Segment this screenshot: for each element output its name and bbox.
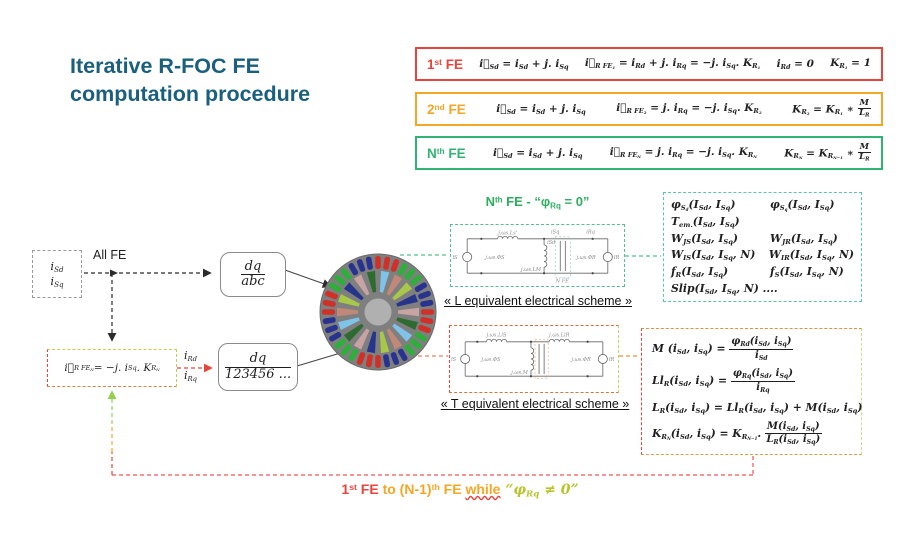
tscheme-caption: « T equivalent electrical scheme » (440, 397, 630, 411)
parameter-identification-box: M (iSd, iSq) = φRd(iSd, iSq) iSd LlR(iSd,… (641, 328, 862, 455)
title-line-1: Iterative R-FOC FE (70, 54, 260, 78)
output-wjr: WJR(ISd, ISq) (770, 231, 838, 246)
fe1-eq-kr: KR1 = 1 (830, 57, 871, 71)
fe2-label: 2nd FE (427, 101, 466, 117)
lscheme-right-source (602, 252, 613, 262)
fe3-label: Nth FE (427, 145, 466, 161)
tscheme-flux-left-label: j.ωs.ΦS (480, 357, 501, 363)
lscheme-magnetizing-inductor (543, 244, 548, 268)
fe1-eq-ird: iRd = 0 (776, 57, 814, 71)
tscheme-coil-left-label: j.ωs.LlS (486, 333, 507, 339)
output-slip: Slip(ISd, ISq, N) .... (671, 281, 778, 296)
fe3-eq-rotor: i⃗R FEN = j. iRq = −j. iSq. KRN (609, 146, 757, 160)
tscheme-transformer (538, 343, 545, 375)
tscheme-right-source (597, 354, 608, 364)
all-fe-label: All FE (93, 248, 127, 262)
motor-svg (319, 253, 437, 371)
output-fr: fR(ISd, ISq) (671, 265, 729, 280)
fe-outputs-box: φSd(ISd, ISq) φSq(ISd, ISq) Tem.(ISd, ISq… (663, 192, 862, 302)
page-title: Iterative R-FOC FE computation procedure (70, 53, 400, 108)
tscheme-coil-right-label: j.ωs.LlR (548, 333, 569, 339)
ident-eq-lr: LR(iSd, iSq) = LlR(iSd, iSq) + M(iSd, iS… (652, 400, 863, 415)
output-wis: WIS(ISd, ISq, N) (671, 248, 756, 263)
lscheme-irq-label: iRq (586, 230, 595, 236)
iteration-loop-label: 1st FE to (N-1)th FE while “φRq ≠ 0” (280, 481, 640, 500)
dq-abc-transform-block: dq abc (220, 252, 286, 297)
output-phi-sq: φSq(ISd, ISq) (770, 198, 835, 213)
lscheme-box: īS j.ωs.Ls' j.ωs.ΦS iSd iSq iRq j.ωs.LM … (450, 224, 625, 287)
lscheme-coil-top-label: j.ωs.Ls' (497, 231, 517, 237)
loop-label-first-fe: 1st FE (341, 481, 383, 497)
ident-eq-krn: KRN(iSd, iSq) = KRN−1. M(iSd, iSq) LR(iSd… (652, 420, 822, 447)
lscheme-coil-mid-label: j.ωs.LM (520, 267, 542, 273)
lscheme-flux-right-label: j.ωs.ΦR (575, 255, 596, 261)
outputs-row: WJS(ISd, ISq) WJR(ISd, ISq) (671, 232, 854, 246)
loop-label-while: while (465, 481, 501, 497)
tscheme-coil-mid-label: j.ωs.M (510, 370, 528, 376)
stator-current-input-box: iSd iSq (32, 250, 82, 298)
ird-label: iRd (184, 349, 198, 364)
tscheme-magnetizing-inductor (530, 347, 535, 371)
outputs-row: WIS(ISd, ISq, N) WIR(ISd, ISq, N) (671, 248, 854, 262)
isq-label: iSq (50, 274, 64, 290)
ident-eq-llr: LlR(iSd, iSq) = φRq(iSd, iSq) iRq (652, 368, 795, 394)
lscheme-isq-label: iSq (551, 230, 559, 236)
fe1-eq-stator: i⃗Sd = iSd + j. iSq (479, 57, 569, 71)
lscheme-left-source (462, 252, 473, 262)
lscheme-caption: « L equivalent electrical scheme » (444, 294, 632, 308)
fe2-equation-box: 2nd FE i⃗Sd = iSd + j. iSq i⃗R FE2 = j. … (415, 92, 883, 126)
lscheme-title: Nth FE - “φRq = 0” (485, 194, 590, 211)
output-phi-sd: φSd(ISd, ISq) (671, 198, 736, 213)
outputs-row: Tem.(ISd, ISq) (671, 215, 854, 229)
outputs-row: φSd(ISd, ISq) φSq(ISd, ISq) (671, 198, 854, 212)
fe1-eq-rotor: i⃗R FE1 = iRd + j. iRq = −j. iSq. KR1 (584, 57, 761, 71)
output-fs: fS(ISd, ISq, N) (770, 265, 844, 280)
outputs-row: Slip(ISd, ISq, N) .... (671, 282, 854, 296)
loop-label-condition: “φRq ≠ 0” (500, 482, 579, 500)
rotor-feedback-equation-box: i⃗ R FEN = −j. i Sq. K RN (47, 349, 177, 387)
all-fe-mid-arrowhead (110, 269, 118, 277)
fe1-equation-box: 1st FE i⃗Sd = iSd + j. iSq i⃗R FE1 = iRd… (415, 47, 883, 81)
motor-cross-section (319, 253, 437, 371)
dq-123456-transform-block: dq 123456 ... (218, 343, 298, 391)
tscheme-box: īS j.ωs.LlS j.ωs.LlR j.ωs.M j.ωs.ΦS j.ωs… (449, 325, 619, 393)
fe2-eq-kr: KR2 = KR1 ∗ M LR (792, 97, 871, 119)
tscheme-left-inductor (486, 338, 508, 342)
fe3-eq-kr: KRN = KRN−1 ∗ M LR (784, 141, 871, 163)
rotor-current-labels: iRd iRq (184, 346, 197, 387)
fe2-eq-rotor: i⃗R FE2 = j. iRq = −j. iSq. KR2 (616, 102, 762, 116)
tscheme-right-inductor (548, 338, 570, 342)
fe1-label: 1st FE (427, 56, 463, 72)
irq-label: iRq (184, 369, 198, 384)
lscheme-circuit: īS j.ωs.Ls' j.ωs.ΦS iSd iSq iRq j.ωs.LM … (453, 230, 620, 285)
lscheme-flux-left-label: j.ωs.ΦS (484, 255, 505, 261)
fe3-eq-stator: i⃗Sd = iSd + j. iSq (493, 146, 583, 160)
ident-eq-m: M (iSd, iSq) = φRd(iSd, iSq) iSd (652, 335, 794, 362)
isd-label: iSd (50, 258, 64, 274)
lscheme-src-left-label: īS (453, 255, 459, 261)
loop-label-to-n1: to (N-1)th FE (382, 481, 466, 497)
lscheme-transformer (559, 240, 566, 272)
lscheme-src-right-label: īR (614, 255, 620, 261)
fe2-eq-stator: i⃗Sd = iSd + j. iSq (496, 102, 586, 116)
tscheme-left-source (460, 354, 471, 364)
outputs-row: fR(ISd, ISq) fS(ISd, ISq, N) (671, 265, 854, 279)
fe3-equation-box: Nth FE i⃗Sd = iSd + j. iSq i⃗R FEN = j. … (415, 136, 883, 170)
lscheme-isd-label: iSd (547, 240, 556, 246)
tscheme-flux-right-label: j.ωs.ΦR (570, 357, 591, 363)
lscheme-nfe-label: N FE (555, 278, 570, 284)
tscheme-src-left-label: īS (451, 357, 457, 363)
title-line-2: computation procedure (70, 81, 311, 106)
tscheme-circuit: īS j.ωs.LlS j.ωs.LlR j.ωs.M j.ωs.ΦS j.ωs… (451, 333, 615, 379)
output-tem: Tem.(ISd, ISq) (671, 214, 740, 229)
tscheme-src-right-label: īR (609, 357, 615, 363)
output-wir: WIR(ISd, ISq, N) (768, 248, 854, 263)
output-wjs: WJS(ISd, ISq) (671, 231, 739, 246)
